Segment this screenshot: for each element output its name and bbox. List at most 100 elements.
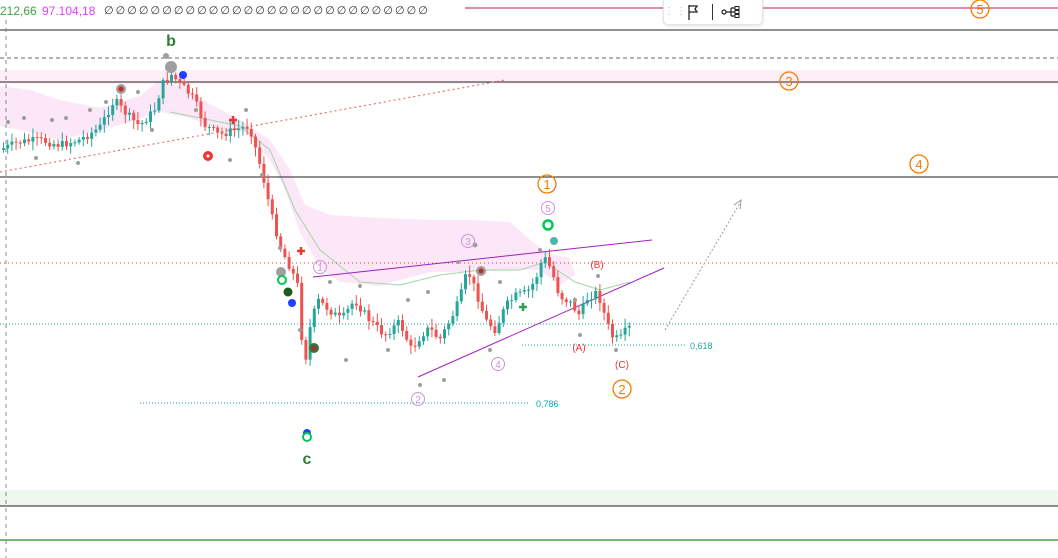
fractal-dot <box>22 116 26 120</box>
candle-body <box>300 282 304 341</box>
fractal-dot <box>596 274 600 278</box>
wedge-lower-line[interactable] <box>417 267 665 378</box>
candle-body <box>522 289 526 292</box>
candle-body <box>333 312 337 315</box>
candle-body <box>560 293 564 300</box>
cross-markers <box>229 116 527 311</box>
zone-band-bottom <box>0 490 1058 506</box>
candle-body <box>31 137 35 142</box>
pivot-dot <box>276 267 286 277</box>
candle-body <box>401 320 404 331</box>
wave-label-B: (B) <box>590 260 603 271</box>
candle-body <box>342 312 346 316</box>
fractal-dot <box>136 90 140 94</box>
projection-line[interactable] <box>664 202 741 331</box>
candle-body <box>233 128 236 130</box>
candle-body <box>380 325 383 335</box>
candle-body <box>564 299 568 303</box>
candle-body <box>396 320 400 326</box>
drag-grip-icon[interactable]: ⋮⋮ <box>664 6 688 17</box>
wave-labels: b c 1 2 3 4 5 1 2 3 4 5 (A) (B) (C) 0,78… <box>166 0 990 468</box>
candle-body <box>132 112 136 121</box>
candle-body <box>602 303 606 313</box>
candle-body <box>119 99 123 106</box>
candle-body <box>472 276 476 284</box>
pivot-dot <box>542 219 554 231</box>
candle-body <box>577 310 581 315</box>
candle-body <box>552 266 556 278</box>
wave-label-minor-4: 4 <box>495 360 501 371</box>
fractal-dot <box>614 348 618 352</box>
candle-body <box>279 236 283 249</box>
candle-body <box>52 143 56 147</box>
candle-body <box>178 79 182 82</box>
candle-body <box>346 308 350 313</box>
candle-body <box>291 268 295 274</box>
candle-body <box>245 127 249 129</box>
candle-body <box>556 277 560 294</box>
candle-body <box>191 93 194 95</box>
candle-body <box>623 327 627 335</box>
fractal-dot <box>538 248 542 252</box>
candle-body <box>136 120 140 125</box>
candle-body <box>422 336 425 342</box>
candle-body <box>296 273 299 283</box>
candle-body <box>254 136 257 148</box>
candle-body <box>48 142 52 147</box>
projection-arrow-icon <box>733 198 742 210</box>
candle-body <box>367 310 371 321</box>
candle-body <box>447 323 451 330</box>
fib-618-label: 0,618 <box>690 341 713 351</box>
wedge-upper-line[interactable] <box>312 239 653 278</box>
fractal-dot <box>498 280 502 284</box>
candle-body <box>388 334 392 336</box>
fractal-dot <box>358 284 362 288</box>
candle-body <box>569 301 572 303</box>
candle-body <box>270 199 274 215</box>
candle-body <box>94 129 98 133</box>
candle-body <box>18 142 22 144</box>
candle-body <box>56 143 60 147</box>
pivot-dot <box>118 86 124 92</box>
candle-body <box>203 117 207 128</box>
trend-line[interactable] <box>0 79 506 173</box>
candle-body <box>44 137 47 143</box>
wave-label-minor-3: 3 <box>465 237 471 248</box>
wave-label-A: (A) <box>572 343 585 354</box>
candle-body <box>606 312 610 324</box>
pivot-dot <box>550 237 558 245</box>
candle-body <box>476 283 480 302</box>
candle-body <box>90 132 94 139</box>
candle-body <box>438 336 442 339</box>
pivot-dot <box>165 61 177 73</box>
fractal-dot <box>406 298 410 302</box>
fractal-dot <box>64 116 68 120</box>
candle-body <box>220 132 224 134</box>
candle-body <box>149 111 152 122</box>
candle-body <box>594 290 598 300</box>
candle-body <box>60 140 64 147</box>
candle-body <box>69 143 73 147</box>
candle-body <box>531 283 535 290</box>
pivot-dot <box>478 268 484 274</box>
toolbar-divider <box>712 4 713 20</box>
candle-body <box>77 139 81 143</box>
candle-body <box>590 299 593 301</box>
candle-body <box>321 298 325 303</box>
candle-body <box>115 99 119 106</box>
wave-label-C: (C) <box>615 360 629 371</box>
pivot-dot <box>283 287 293 297</box>
candle-body <box>527 289 530 291</box>
fractal-dot <box>6 120 10 124</box>
candle-body <box>35 137 39 139</box>
candle-body <box>485 310 488 320</box>
candle-body <box>195 94 199 102</box>
hierarchy-icon[interactable] <box>717 1 747 23</box>
flag-icon[interactable] <box>678 1 708 23</box>
drawing-toolbar: ⋮⋮ <box>663 0 763 25</box>
fractal-dot <box>278 246 282 250</box>
candle-body <box>212 127 215 129</box>
candle-body <box>573 301 577 311</box>
candle-body <box>363 310 367 312</box>
